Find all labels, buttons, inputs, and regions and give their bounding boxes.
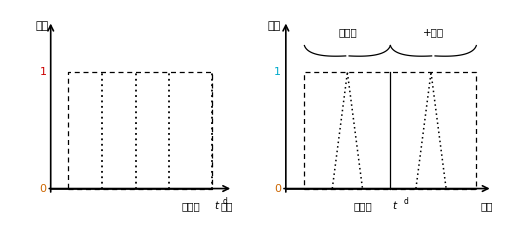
Text: d: d xyxy=(223,197,227,206)
Text: t: t xyxy=(393,201,397,211)
Text: 时间: 时间 xyxy=(221,201,233,211)
Text: 截止期: 截止期 xyxy=(181,201,200,211)
Text: 应用: 应用 xyxy=(267,21,280,31)
Text: 1: 1 xyxy=(39,67,46,78)
Text: 0: 0 xyxy=(39,184,46,194)
Text: 0: 0 xyxy=(274,184,281,194)
Text: －抖动: －抖动 xyxy=(338,27,357,37)
Text: 1: 1 xyxy=(274,67,281,78)
Text: 时间: 时间 xyxy=(480,201,492,211)
Text: 应用: 应用 xyxy=(36,21,49,31)
Text: t: t xyxy=(214,201,218,211)
Text: +抖动: +抖动 xyxy=(423,27,444,37)
Text: 截止期: 截止期 xyxy=(353,201,372,211)
Text: d: d xyxy=(403,197,408,206)
